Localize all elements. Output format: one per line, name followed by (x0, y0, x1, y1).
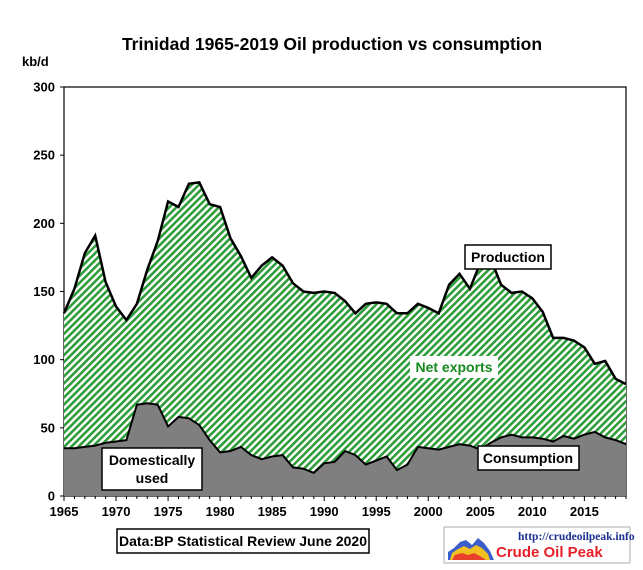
brand-url: http://crudeoilpeak.info (518, 531, 635, 543)
x-tick-label: 1995 (362, 504, 391, 519)
x-tick-label: 2015 (570, 504, 599, 519)
brand-name: Crude Oil Peak (496, 544, 603, 561)
net-exports-area (64, 182, 626, 473)
y-tick-label: 300 (33, 80, 55, 95)
crude-oil-peak-logo: http://crudeoilpeak.info Crude Oil Peak (443, 526, 635, 564)
production-annotation: Production (464, 244, 552, 270)
chart-title: Trinidad 1965-2019 Oil production vs con… (122, 34, 542, 54)
domestically-used-annotation: Domestically used (101, 447, 203, 491)
x-tick-label: 1990 (310, 504, 339, 519)
production-line (62, 181, 627, 386)
net-exports-annotation: Net exports (410, 356, 498, 378)
source-label: Data:BP Statistical Review June 2020 (119, 533, 367, 549)
consumption-label: Consumption (483, 450, 573, 466)
y-tick-label: 150 (33, 284, 55, 299)
consumption-annotation: Consumption (477, 445, 580, 471)
y-tick-label: 250 (33, 148, 55, 163)
x-tick-label: 2000 (414, 504, 443, 519)
domestically-label-line1: Domestically (109, 452, 196, 468)
y-tick-label: 50 (41, 420, 55, 435)
y-tick-label: 200 (33, 216, 55, 231)
y-tick-label: 100 (33, 352, 55, 367)
x-tick-label: 1980 (206, 504, 235, 519)
x-tick-label: 1965 (50, 504, 79, 519)
y-tick-label: 0 (48, 489, 55, 504)
net-exports-label: Net exports (415, 359, 492, 375)
x-tick-label: 2005 (466, 504, 495, 519)
x-tick-label: 2010 (518, 504, 547, 519)
production-label: Production (471, 249, 545, 265)
consumption-area (64, 403, 626, 496)
consumption-line (64, 402, 627, 474)
domestically-label-line2: used (136, 470, 169, 486)
x-tick-label: 1985 (258, 504, 287, 519)
source-annotation: Data:BP Statistical Review June 2020 (116, 528, 370, 554)
x-axis: 1965 1970 1975 1980 1985 1990 1995 2000 2005 2010… (50, 496, 627, 519)
x-tick-label: 1970 (102, 504, 131, 519)
x-tick-label: 1975 (154, 504, 183, 519)
y-axis-label: kb/d (22, 54, 49, 69)
y-axis: 0 50 100 150 200 250 300 (33, 80, 64, 504)
